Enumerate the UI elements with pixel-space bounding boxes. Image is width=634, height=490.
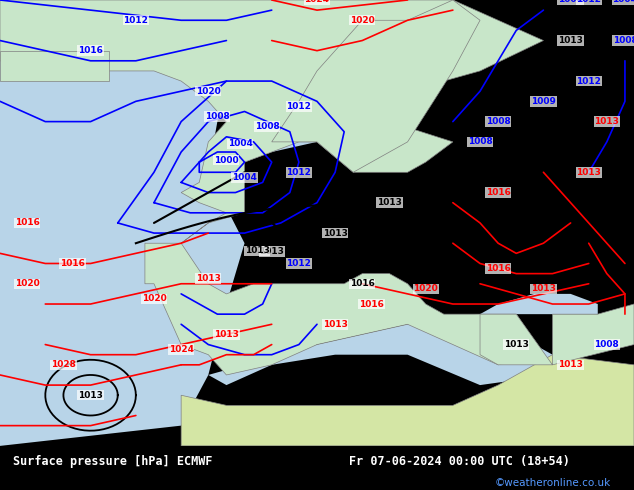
Text: 1004: 1004 (232, 173, 257, 182)
Text: 1004: 1004 (612, 0, 634, 4)
Text: 1013: 1013 (558, 36, 583, 45)
Text: 1024: 1024 (169, 345, 193, 354)
Text: 1013: 1013 (576, 168, 601, 177)
Polygon shape (480, 304, 634, 365)
Text: 1016: 1016 (486, 264, 510, 273)
Text: 1008: 1008 (486, 117, 510, 126)
Text: 1013: 1013 (531, 284, 556, 294)
Text: 1013: 1013 (214, 330, 239, 339)
Text: 1013: 1013 (377, 198, 402, 207)
Text: 1008: 1008 (612, 36, 634, 45)
Polygon shape (272, 0, 480, 172)
Text: 1016: 1016 (350, 279, 375, 288)
Polygon shape (480, 294, 598, 314)
Polygon shape (0, 0, 245, 446)
Text: Fr 07-06-2024 00:00 UTC (18+54): Fr 07-06-2024 00:00 UTC (18+54) (349, 455, 569, 468)
Text: Surface pressure [hPa] ECMWF: Surface pressure [hPa] ECMWF (13, 455, 212, 468)
Text: 1009: 1009 (531, 97, 556, 106)
Text: 1016: 1016 (486, 188, 510, 197)
Text: 1013: 1013 (504, 340, 529, 349)
Text: 1012: 1012 (287, 102, 311, 111)
Text: 1020: 1020 (196, 87, 221, 96)
Text: 1012: 1012 (576, 0, 601, 4)
Text: 1000: 1000 (214, 156, 239, 165)
Polygon shape (181, 355, 634, 446)
Text: 1012: 1012 (124, 16, 148, 25)
Text: ©weatheronline.co.uk: ©weatheronline.co.uk (495, 478, 611, 489)
Text: 1016: 1016 (15, 219, 39, 227)
Text: 1013: 1013 (558, 360, 583, 369)
Text: 1013: 1013 (245, 246, 269, 255)
Text: 1016: 1016 (60, 259, 85, 268)
Polygon shape (0, 0, 543, 375)
Text: 1013: 1013 (259, 247, 284, 256)
Text: 1013: 1013 (78, 391, 103, 400)
Text: 1004: 1004 (558, 0, 583, 4)
Text: 1028: 1028 (51, 360, 76, 369)
Text: 1008: 1008 (205, 112, 230, 121)
Text: 1013: 1013 (323, 320, 347, 329)
Text: 1013: 1013 (323, 228, 347, 238)
Text: 1020: 1020 (141, 294, 166, 303)
Polygon shape (209, 314, 552, 385)
Text: 1020: 1020 (350, 16, 375, 25)
Text: 1016: 1016 (78, 46, 103, 55)
Polygon shape (0, 50, 108, 81)
Polygon shape (245, 0, 408, 162)
Text: 1016: 1016 (359, 299, 384, 309)
Text: 1012: 1012 (287, 168, 311, 177)
Text: 1020: 1020 (413, 284, 438, 294)
Text: 1020: 1020 (15, 279, 39, 288)
Text: 1008: 1008 (468, 137, 493, 147)
Text: 1012: 1012 (287, 259, 311, 268)
Text: 1013: 1013 (196, 274, 221, 283)
Text: 1013: 1013 (595, 117, 619, 126)
Text: 1024: 1024 (304, 0, 330, 4)
Text: 1004: 1004 (228, 139, 252, 148)
Text: 1008: 1008 (595, 340, 619, 349)
Text: 1012: 1012 (576, 76, 601, 86)
Text: 1008: 1008 (255, 122, 280, 131)
